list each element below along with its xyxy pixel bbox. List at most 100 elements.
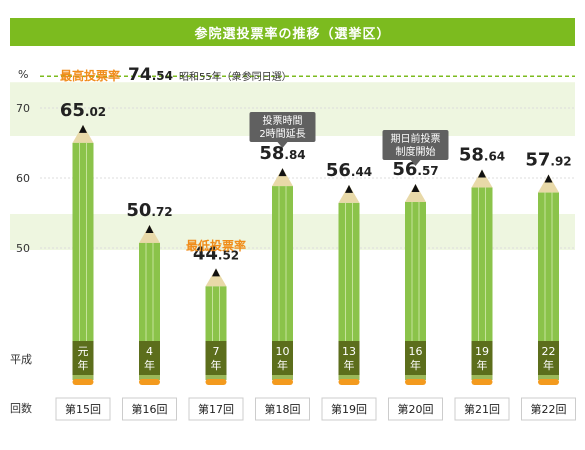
chart-title-bar: 参院選投票率の推移（選挙区） bbox=[10, 18, 575, 46]
data-label: 57.92 bbox=[525, 150, 571, 171]
data-label: 44.52 bbox=[193, 243, 239, 264]
data-label-dec: .57 bbox=[417, 164, 438, 178]
ferrule bbox=[272, 375, 293, 380]
pencil-bar: 4年 50.72 第16回 bbox=[122, 200, 177, 421]
pencil-bar: 7年 44.52 第17回 bbox=[188, 243, 244, 421]
era-label-box bbox=[405, 341, 426, 375]
bar bbox=[538, 192, 559, 380]
pencil-lead bbox=[212, 268, 220, 277]
data-label-int: 57 bbox=[525, 150, 550, 171]
era-label-box bbox=[338, 341, 360, 375]
callout-text: 投票時間 bbox=[263, 114, 303, 127]
data-label: 56.44 bbox=[326, 160, 372, 181]
category-box bbox=[255, 397, 310, 421]
pencil-bar: 10年 58.84 第18回 bbox=[255, 143, 310, 421]
era-year-suffix: 年 bbox=[211, 358, 222, 372]
bar bbox=[405, 202, 426, 380]
pencil-bar: 元年 65.02 第15回 bbox=[55, 100, 111, 421]
callout-background bbox=[249, 112, 316, 142]
max-turnout-label: 最高投票率 bbox=[60, 68, 120, 83]
row-label-kaisu: 回数 bbox=[10, 402, 32, 415]
pencil-tip bbox=[405, 184, 426, 203]
pencil-tip bbox=[538, 174, 559, 193]
category-label: 第18回 bbox=[265, 402, 301, 416]
ferrule bbox=[338, 375, 360, 380]
category-label: 第21回 bbox=[464, 402, 500, 416]
y-axis-unit: % bbox=[18, 68, 28, 81]
era-year-label: 22 bbox=[542, 345, 556, 358]
era-label-box bbox=[72, 341, 94, 375]
era-year-label: 10 bbox=[276, 345, 290, 358]
eraser bbox=[338, 379, 360, 385]
pencil-bar: 22年 57.92 第22回 bbox=[521, 150, 576, 421]
pencil-bar: 13年 56.44 第19回 bbox=[321, 160, 377, 421]
pencil-lead bbox=[411, 184, 420, 193]
eraser bbox=[72, 379, 94, 385]
pencil-lead bbox=[478, 169, 486, 178]
category-label: 第20回 bbox=[398, 402, 434, 416]
data-label-dec: .84 bbox=[284, 148, 305, 162]
y-tick-label: 60 bbox=[16, 172, 30, 185]
data-label: 58.84 bbox=[259, 143, 305, 164]
pencil-bar: 19年 58.64 第21回 bbox=[454, 145, 510, 421]
max-turnout-note: 昭和55年（衆参同日選） bbox=[179, 70, 292, 83]
pencil-tip bbox=[338, 184, 360, 203]
callout-pointer bbox=[277, 142, 288, 148]
era-label-box bbox=[538, 341, 559, 375]
era-label-box bbox=[471, 341, 493, 375]
era-year-suffix: 年 bbox=[410, 358, 421, 372]
data-label-dec: .44 bbox=[351, 165, 372, 179]
min-turnout-label: 最低投票率 bbox=[186, 238, 246, 253]
chart-title: 参院選投票率の推移（選挙区） bbox=[194, 26, 391, 42]
pencil-lead bbox=[345, 184, 353, 193]
pencil-lead bbox=[145, 224, 154, 233]
pencil-tip bbox=[205, 268, 227, 287]
bar bbox=[72, 142, 94, 380]
category-box bbox=[188, 397, 244, 421]
category-box bbox=[55, 397, 111, 421]
ferrule bbox=[139, 375, 160, 380]
era-year-label: 13 bbox=[342, 345, 356, 358]
callout-background bbox=[382, 130, 449, 160]
row-label-heisei: 平成 bbox=[10, 353, 32, 366]
data-label-int: 50 bbox=[126, 200, 151, 221]
callout-text: 期日前投票 bbox=[391, 132, 441, 145]
data-label-int: 58 bbox=[259, 143, 284, 164]
y-tick-label: 70 bbox=[16, 102, 30, 115]
data-label-int: 65 bbox=[60, 100, 85, 121]
category-box bbox=[388, 397, 443, 421]
eraser bbox=[205, 379, 227, 385]
era-label-box bbox=[272, 341, 293, 375]
ferrule bbox=[405, 375, 426, 380]
y-tick-label: 50 bbox=[16, 242, 30, 255]
eraser bbox=[139, 379, 160, 385]
data-label-int: 56 bbox=[326, 160, 351, 181]
pencil-tip bbox=[139, 224, 160, 243]
eraser bbox=[405, 379, 426, 385]
ferrule bbox=[538, 375, 559, 380]
callout-text: 制度開始 bbox=[396, 145, 436, 158]
bar bbox=[338, 202, 360, 380]
eraser bbox=[538, 379, 559, 385]
data-label: 50.72 bbox=[126, 200, 172, 221]
category-box bbox=[122, 397, 177, 421]
bar bbox=[272, 186, 293, 380]
era-year-label: 4 bbox=[146, 345, 153, 358]
data-label-dec: .64 bbox=[484, 150, 505, 164]
max-turnout-value-int: 74 bbox=[128, 65, 152, 85]
pencil-lead bbox=[278, 168, 287, 177]
era-year-suffix: 年 bbox=[543, 358, 554, 372]
category-box bbox=[321, 397, 377, 421]
bar bbox=[471, 187, 493, 380]
category-label: 第19回 bbox=[331, 402, 367, 416]
data-label-dec: .02 bbox=[85, 105, 106, 119]
max-turnout-value-dec: .54 bbox=[152, 69, 173, 83]
data-label: 65.02 bbox=[60, 100, 106, 121]
band-gap bbox=[10, 136, 575, 178]
data-label: 56.57 bbox=[392, 159, 438, 180]
era-year-label: 元 bbox=[78, 345, 89, 358]
data-label-dec: .92 bbox=[550, 155, 571, 169]
pencil-lead bbox=[544, 174, 553, 183]
